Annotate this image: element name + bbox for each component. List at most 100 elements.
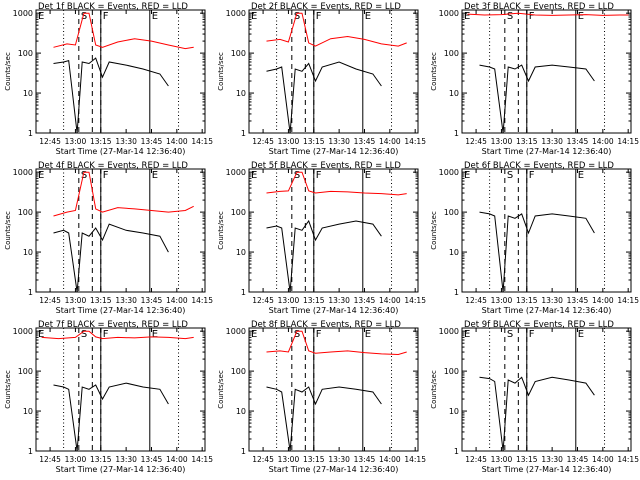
x-tick-label: 13:30 xyxy=(541,455,563,464)
y-tick-label: 1 xyxy=(454,129,459,138)
panel-det-9: Det 9f BLACK = Events, RED = LLD Counts/s… xyxy=(430,320,639,474)
marker-label: S xyxy=(507,170,513,181)
panel-title: Det 6f BLACK = Events, RED = LLD xyxy=(464,161,614,171)
series-events-line xyxy=(53,382,169,452)
x-tick-label: 14:15 xyxy=(191,296,213,305)
marker-label: E xyxy=(464,329,470,340)
plot-frame xyxy=(461,327,632,452)
y-tick-label: 10 xyxy=(449,248,459,257)
y-tick-label: 100 xyxy=(444,49,459,58)
marker-label: S xyxy=(507,11,513,22)
marker-label: S xyxy=(507,329,513,340)
x-tick-label: 13:15 xyxy=(516,455,538,464)
marker-label: S xyxy=(81,11,87,22)
y-tick-label: 100 xyxy=(18,49,33,58)
x-tick-label: 13:15 xyxy=(303,296,325,305)
x-tick-label: 12:45 xyxy=(465,455,487,464)
x-axis-label: Start Time (27-Mar-14 12:36:40) xyxy=(56,465,186,474)
x-tick-label: 13:00 xyxy=(491,137,513,146)
y-tick-label: 100 xyxy=(231,49,246,58)
y-tick-label: 1000 xyxy=(439,327,459,336)
x-tick-label: 14:15 xyxy=(404,455,426,464)
x-tick-label: 14:15 xyxy=(617,296,639,305)
x-tick-label: 13:30 xyxy=(328,455,350,464)
y-tick-label: 1 xyxy=(241,288,246,297)
panel-title: Det 2f BLACK = Events, RED = LLD xyxy=(251,2,401,12)
y-tick-label: 1 xyxy=(28,447,33,456)
x-tick-label: 14:15 xyxy=(191,137,213,146)
x-tick-label: 14:00 xyxy=(592,137,614,146)
series-events-line xyxy=(479,211,595,293)
x-tick-label: 13:45 xyxy=(141,137,163,146)
plot-frame xyxy=(248,168,419,293)
x-tick-label: 13:45 xyxy=(354,296,376,305)
marker-label: E xyxy=(251,329,257,340)
panel-title: Det 7f BLACK = Events, RED = LLD xyxy=(38,320,188,330)
plot-frame xyxy=(461,9,632,134)
x-tick-label: 13:30 xyxy=(328,296,350,305)
x-tick-label: 12:45 xyxy=(39,137,61,146)
x-tick-label: 13:15 xyxy=(90,296,112,305)
series-events-line xyxy=(266,61,382,134)
panel-det-3: Det 3f BLACK = Events, RED = LLD Counts/s… xyxy=(430,2,639,156)
x-tick-label: 14:15 xyxy=(404,296,426,305)
x-tick-label: 12:45 xyxy=(39,455,61,464)
series-lld-line xyxy=(53,12,194,50)
y-tick-label: 1 xyxy=(241,129,246,138)
series-lld-line xyxy=(266,171,407,196)
y-axis-label: Counts/sec xyxy=(4,370,12,409)
x-tick-label: 13:45 xyxy=(567,137,589,146)
plot-frame xyxy=(461,168,632,293)
y-tick-label: 100 xyxy=(18,367,33,376)
y-tick-label: 1000 xyxy=(226,327,246,336)
panel-title: Det 1f BLACK = Events, RED = LLD xyxy=(38,2,188,12)
x-tick-label: 13:00 xyxy=(278,455,300,464)
x-tick-label: 13:30 xyxy=(541,296,563,305)
x-tick-label: 13:15 xyxy=(516,296,538,305)
x-tick-label: 12:45 xyxy=(252,137,274,146)
x-tick-label: 13:00 xyxy=(65,296,87,305)
panel-title: Det 5f BLACK = Events, RED = LLD xyxy=(251,161,401,171)
x-tick-label: 14:15 xyxy=(617,455,639,464)
x-tick-label: 13:30 xyxy=(115,296,137,305)
y-tick-label: 1000 xyxy=(226,168,246,177)
y-tick-label: 1000 xyxy=(13,168,33,177)
y-tick-label: 10 xyxy=(23,407,33,416)
x-axis-label: Start Time (27-Mar-14 12:36:40) xyxy=(56,306,186,315)
marker-label: E xyxy=(251,170,257,181)
x-tick-label: 13:15 xyxy=(90,137,112,146)
y-tick-label: 1 xyxy=(28,288,33,297)
x-tick-label: 14:00 xyxy=(592,296,614,305)
x-tick-label: 13:00 xyxy=(65,137,87,146)
y-tick-label: 100 xyxy=(18,208,33,217)
x-tick-label: 14:15 xyxy=(191,455,213,464)
x-tick-label: 13:00 xyxy=(278,137,300,146)
x-tick-label: 13:15 xyxy=(516,137,538,146)
y-tick-label: 100 xyxy=(231,367,246,376)
x-axis-label: Start Time (27-Mar-14 12:36:40) xyxy=(482,306,612,315)
panel-title: Det 8f BLACK = Events, RED = LLD xyxy=(251,320,401,330)
series-lld-line xyxy=(53,171,194,217)
marker-label: E xyxy=(578,11,584,22)
series-lld-line xyxy=(266,12,407,47)
y-axis-label: Counts/sec xyxy=(430,211,438,250)
y-tick-label: 100 xyxy=(444,208,459,217)
marker-label: F xyxy=(103,11,109,22)
x-tick-label: 13:30 xyxy=(115,455,137,464)
y-axis-label: Counts/sec xyxy=(4,211,12,250)
y-tick-label: 1000 xyxy=(439,9,459,18)
x-axis-label: Start Time (27-Mar-14 12:36:40) xyxy=(482,147,612,156)
marker-label: E xyxy=(464,11,470,22)
marker-label: E xyxy=(251,11,257,22)
y-axis-label: Counts/sec xyxy=(217,52,225,91)
marker-label: F xyxy=(103,170,109,181)
plot-frame xyxy=(35,9,206,134)
marker-label: S xyxy=(294,170,300,181)
y-tick-label: 10 xyxy=(236,89,246,98)
plot-frame xyxy=(248,9,419,134)
panel-det-8: Det 8f BLACK = Events, RED = LLD Counts/s… xyxy=(217,320,426,474)
x-tick-label: 13:30 xyxy=(115,137,137,146)
x-tick-label: 13:45 xyxy=(354,137,376,146)
marker-label: E xyxy=(365,329,371,340)
